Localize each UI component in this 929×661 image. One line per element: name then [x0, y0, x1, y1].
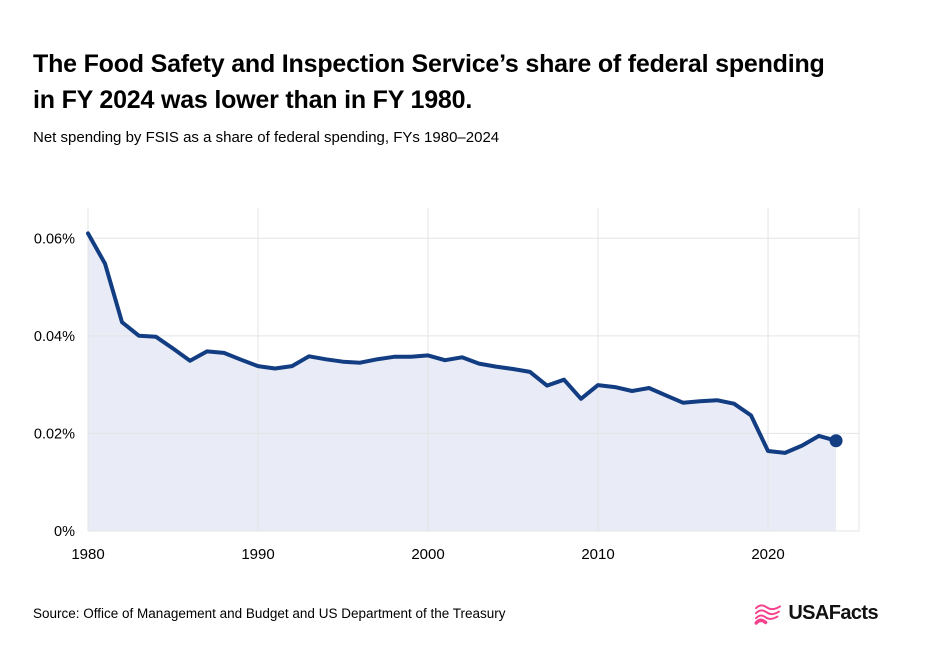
- x-axis-tick-label: 1990: [241, 546, 274, 563]
- y-axis-tick-label: 0.06%: [34, 231, 75, 247]
- usafacts-logo-text: USAFacts: [788, 601, 878, 624]
- chart-title: The Food Safety and Inspection Service’s…: [33, 50, 825, 114]
- x-axis-tick-label: 2020: [751, 546, 784, 563]
- source-note: Source: Office of Management and Budget …: [33, 605, 506, 621]
- x-axis-tick-label: 2010: [581, 546, 614, 563]
- x-axis-tick-label: 1980: [71, 546, 104, 563]
- y-axis-tick-label: 0.02%: [34, 426, 75, 442]
- chart-subtitle: Net spending by FSIS as a share of feder…: [33, 129, 500, 146]
- chart-header: The Food Safety and Inspection Service’s…: [33, 46, 863, 147]
- area-fill: [88, 233, 836, 531]
- usafacts-logo[interactable]: USAFacts: [754, 601, 879, 625]
- y-axis-tick-label: 0.04%: [34, 329, 75, 345]
- chart-footer: Source: Office of Management and Budget …: [33, 599, 879, 627]
- x-axis-tick-label: 2000: [411, 546, 444, 563]
- last-point-dot: [829, 434, 843, 448]
- y-axis-tick-label: 0%: [54, 524, 75, 540]
- data-line: [86, 231, 838, 455]
- usafacts-flag-icon: [754, 603, 782, 625]
